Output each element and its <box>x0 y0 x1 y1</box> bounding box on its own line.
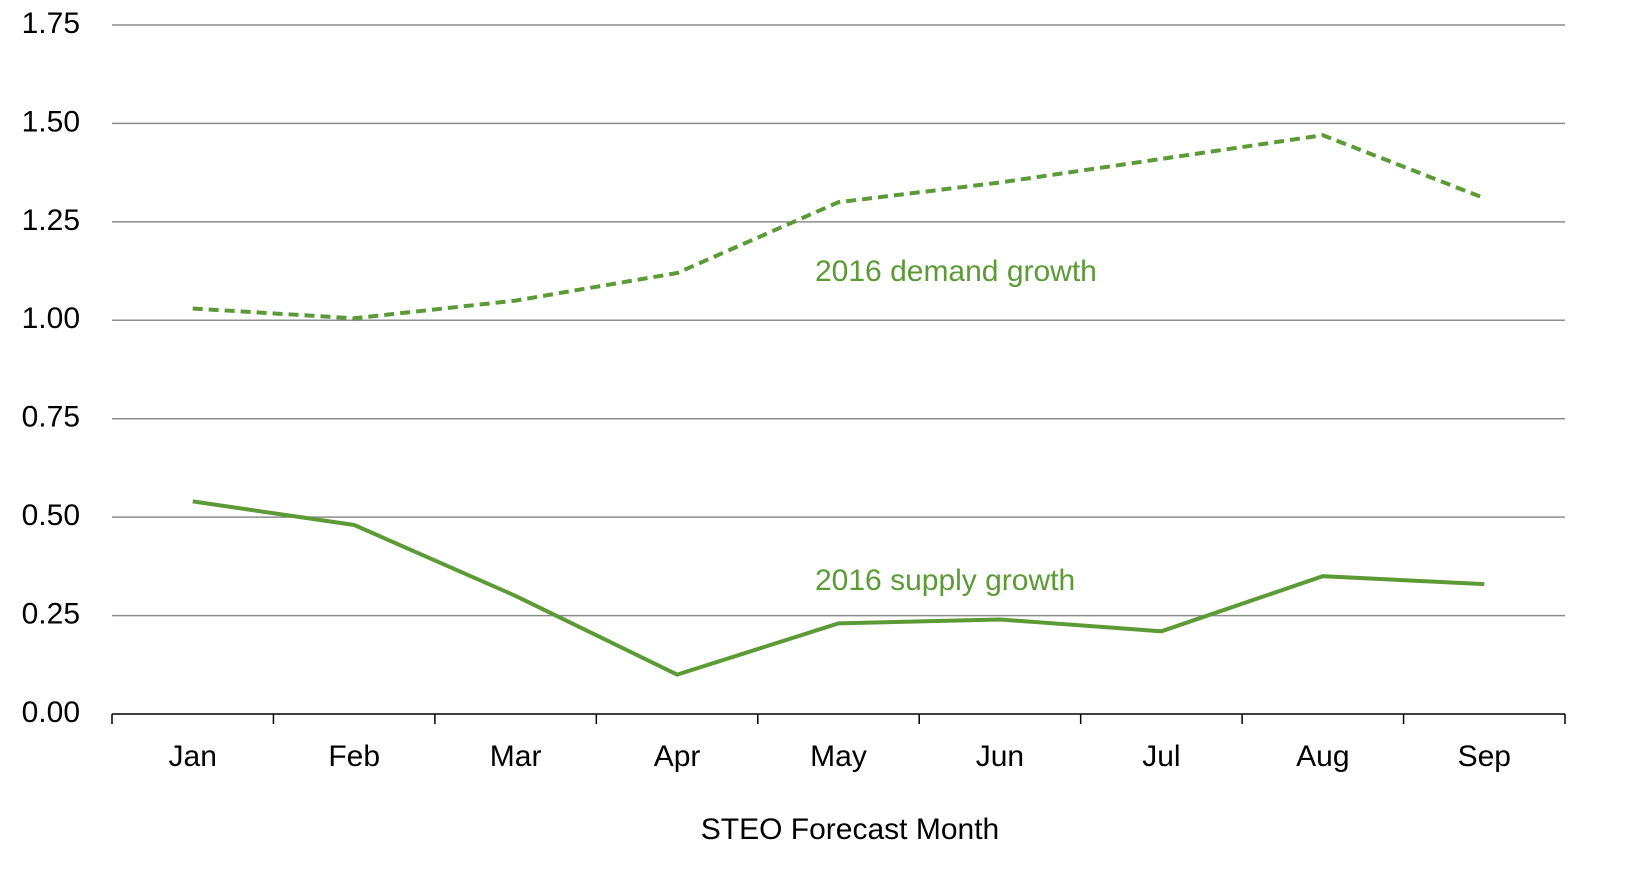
x-tick-label: Jan <box>169 740 217 773</box>
y-tick-label: 1.25 <box>22 204 80 237</box>
line-series <box>192 499 1485 677</box>
y-tick-label: 1.75 <box>22 7 80 40</box>
y-tick-label: 0.25 <box>22 597 80 630</box>
x-tick-label: Sep <box>1458 740 1511 773</box>
y-tick-label: 0.50 <box>22 499 80 532</box>
series-label: 2016 supply growth <box>815 564 1075 597</box>
y-tick-label: 0.00 <box>22 696 80 729</box>
x-tick-label: May <box>810 740 867 773</box>
y-tick-label: 1.00 <box>22 302 80 335</box>
x-tick-label: Feb <box>328 740 380 773</box>
y-tick-label: 0.75 <box>22 401 80 434</box>
x-axis-label: STEO Forecast Month <box>701 813 999 846</box>
x-tick-label: Aug <box>1296 740 1349 773</box>
x-tick-label: Apr <box>654 740 701 773</box>
line-series <box>192 133 1486 321</box>
x-tick-label: Jun <box>976 740 1024 773</box>
x-tick-label: Jul <box>1142 740 1180 773</box>
series-label: 2016 demand growth <box>815 255 1097 288</box>
x-tick-label: Mar <box>490 740 542 773</box>
y-tick-label: 1.50 <box>22 105 80 138</box>
